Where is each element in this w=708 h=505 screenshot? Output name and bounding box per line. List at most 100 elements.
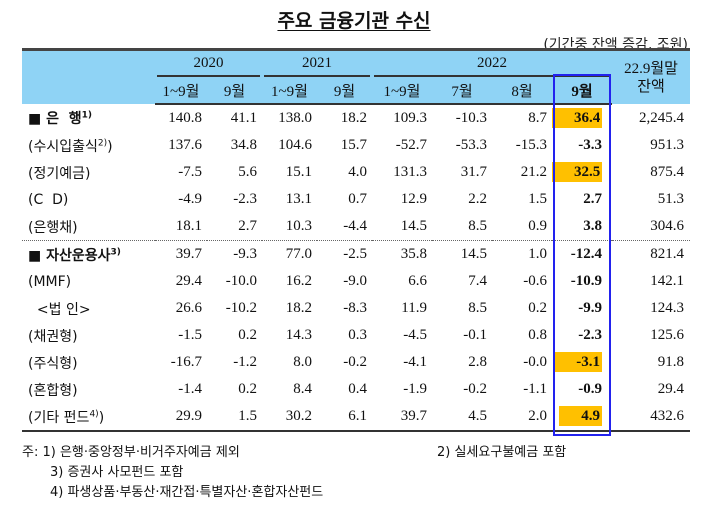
value-cell: -12.4 [552,240,612,268]
value-cell: 30.2 [262,403,317,432]
value-text: 12.9 [400,191,427,207]
footnote-ref: 3) [110,246,121,257]
year-header: 2022 [372,48,612,77]
value-text: 124.3 [650,300,684,316]
value-text: 14.3 [285,327,312,343]
value-cell: 39.7 [155,240,207,268]
value-cell: -8.3 [317,295,372,322]
table-row: ■ 자산운용사3) 39.7 -9.3 77.0 -2.5 35.8 14.5 1.0 -12.… [22,240,690,268]
value-text: -1.5 [178,327,202,343]
value-text: 11.9 [401,300,427,316]
footnotes: 주: 1) 은행·중앙정부·비거주자예금 제외 2) 실세요구불예금 포함 3)… [22,443,566,503]
value-cell: 8.0 [262,349,317,376]
row-label-text: ■ 은 행 [28,111,82,127]
value-text: 0.2 [238,327,257,343]
value-text: 30.2 [285,408,312,424]
value-text: -0.1 [463,327,487,343]
row-label: ■ 자산운용사3) [22,240,155,268]
period-header: 9월 [552,77,612,105]
value-text: 21.2 [520,164,547,180]
value-cell: 31.7 [432,159,492,186]
value-cell: 18.2 [262,295,317,322]
value-text: -4.4 [343,218,367,234]
value-text: -8.3 [343,300,367,316]
value-text: -10.2 [225,300,257,316]
value-text: 875.4 [650,164,684,180]
value-cell: 14.5 [372,213,432,241]
value-cell: 11.9 [372,295,432,322]
period-header: 1~9월 [155,77,207,105]
row-label-text: (기타 펀드 [28,409,90,426]
value-cell: 0.2 [207,376,262,403]
value-text: 109.3 [393,110,427,126]
value-cell: 13.1 [262,186,317,213]
value-cell: 32.5 [552,159,612,186]
value-text: 14.5 [460,246,487,262]
value-cell: -1.1 [492,376,552,403]
value-text: 8.5 [468,300,487,316]
header-blank [22,48,155,104]
value-text: 16.2 [285,273,312,289]
value-cell: 4.0 [317,159,372,186]
value-cell: 7.4 [432,268,492,295]
value-text: 13.1 [285,191,312,207]
value-text: 18.2 [285,300,312,316]
value-text: 125.6 [650,327,684,343]
row-label: (MMF) [22,268,155,295]
footnote-3: 3) 증권사 사모펀드 포함 [50,465,184,480]
row-label-text: (혼합형) [28,382,78,399]
balance-cell: 2,245.4 [612,104,690,132]
value-cell: -7.5 [155,159,207,186]
value-text: 18.2 [340,110,367,126]
value-text: 104.6 [278,137,312,153]
value-cell: -1.9 [372,376,432,403]
value-text: 2.2 [468,191,487,207]
value-text: 821.4 [650,246,684,262]
value-text: 4.9 [559,406,602,426]
value-cell: 8.5 [432,213,492,241]
row-label-end: ) [107,138,113,155]
year-header: 2020 [155,48,262,77]
value-text: -9.0 [343,273,367,289]
value-text: -9.9 [578,300,602,316]
value-cell: 131.3 [372,159,432,186]
value-cell: 109.3 [372,104,432,132]
period-header: 1~9월 [262,77,317,105]
value-text: 131.3 [393,164,427,180]
value-text: 91.8 [657,354,684,370]
value-text: 1.0 [528,246,547,262]
value-text: 4.5 [468,408,487,424]
value-text: -10.3 [455,110,487,126]
value-text: 0.8 [528,327,547,343]
value-text: 8.4 [293,381,312,397]
value-text: 0.7 [348,191,367,207]
value-text: 1.5 [528,191,547,207]
value-cell: 26.6 [155,295,207,322]
value-text: -1.4 [178,381,202,397]
value-cell: 2.2 [432,186,492,213]
table-row: ■ 은 행1) 140.8 41.1 138.0 18.2 109.3 -10.3 8.7 36… [22,104,690,132]
value-cell: -3.1 [552,349,612,376]
row-label: (기타 펀드4)) [22,403,155,432]
value-cell: 15.7 [317,132,372,159]
value-cell: 16.2 [262,268,317,295]
row-label-end: ) [98,409,105,426]
value-cell: 0.9 [492,213,552,241]
value-cell: -0.1 [432,322,492,349]
footnote-ref: 1) [81,110,93,121]
row-label-text: (MMF) [28,273,72,290]
value-cell: 2.7 [207,213,262,241]
value-cell: 3.8 [552,213,612,241]
value-cell: 4.5 [432,403,492,432]
value-cell: 2.8 [432,349,492,376]
value-text: -52.7 [395,137,427,153]
value-text: 7.4 [468,273,487,289]
value-text: 0.9 [528,218,547,234]
value-text: 140.8 [168,110,202,126]
row-label: (C D) [22,186,155,213]
value-text: -12.4 [570,246,602,262]
value-text: 8.5 [468,218,487,234]
footnote-ref: 4) [89,408,99,419]
value-cell: -15.3 [492,132,552,159]
value-text: -2.3 [578,327,602,343]
